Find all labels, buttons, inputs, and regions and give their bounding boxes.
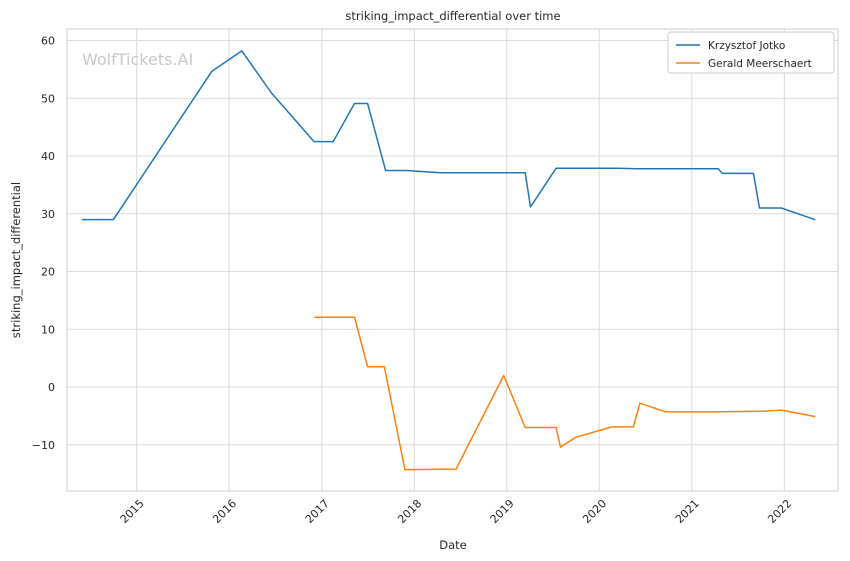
series-line-jotko xyxy=(81,50,816,221)
y-tick-label: 20 xyxy=(41,266,55,279)
y-tick-label: 60 xyxy=(41,35,55,48)
legend-box xyxy=(667,31,835,74)
y-tick-label: 10 xyxy=(41,323,55,336)
watermark: WolfTickets.AI xyxy=(82,50,193,69)
y-axis-label: striking_impact_differential xyxy=(9,182,23,338)
y-axis-ticks: −10 0 10 20 30 40 50 60 xyxy=(32,35,55,452)
y-tick-label: −10 xyxy=(32,439,55,452)
chart-title: striking_impact_differential over time xyxy=(345,9,560,23)
y-tick-label: 40 xyxy=(41,150,55,163)
legend-label-jotko: Krzysztof Jotko xyxy=(708,40,785,52)
series-line-meerschaert xyxy=(314,316,816,471)
y-tick-label: 50 xyxy=(41,92,55,105)
plot-area-frame xyxy=(66,28,839,492)
grid xyxy=(67,29,838,491)
y-tick-label: 30 xyxy=(41,208,55,221)
legend-label-meerschaert: Gerald Meerschaert xyxy=(708,58,812,70)
legend: Krzysztof Jotko Gerald Meerschaert xyxy=(667,31,835,74)
y-tick-label: 0 xyxy=(48,381,55,394)
x-axis-label: Date xyxy=(439,538,467,552)
series-lines xyxy=(81,50,816,471)
